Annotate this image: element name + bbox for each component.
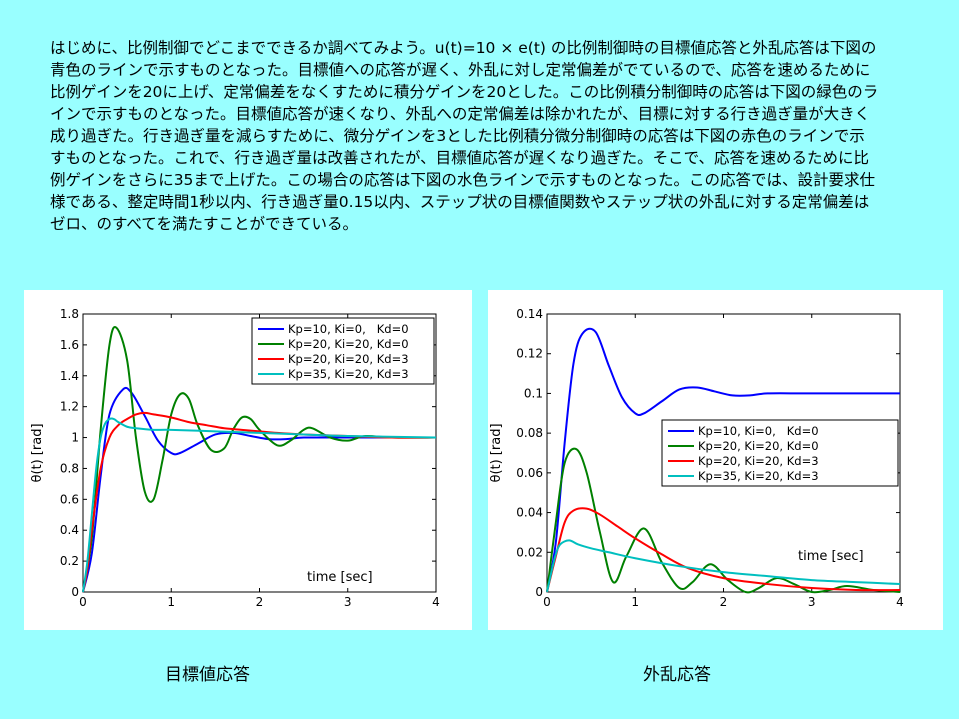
y-tick-label: 1.4 [60, 369, 79, 383]
x-tick-label: 1 [167, 595, 175, 609]
x-tick-label: 4 [896, 595, 904, 609]
x-tick-label: 3 [344, 595, 352, 609]
y-tick-label: 0.02 [516, 545, 543, 559]
series-line-2 [82, 326, 437, 593]
y-tick-label: 0.08 [516, 426, 543, 440]
x-tick-label: 2 [256, 595, 264, 609]
series-line-4 [82, 417, 437, 593]
legend-entry-2: Kp=20, Ki=20, Kd=0 [698, 439, 819, 453]
y-axis-label: θ(t) [rad] [489, 423, 504, 482]
series-line-3 [546, 507, 901, 593]
y-tick-label: 0.2 [60, 554, 79, 568]
disturbance-response-chart: 0 1 2 3 4 0 0.02 0.04 0.06 0.08 0.1 0.12 0.14 θ(t) [r… [489, 307, 904, 609]
y-tick-label: 0.14 [516, 307, 543, 321]
x-tick-label: 3 [808, 595, 816, 609]
series-line-4 [546, 539, 901, 593]
x-axis-label: time [sec] [798, 549, 864, 564]
legend-entry-4: Kp=35, Ki=20, Kd=3 [288, 367, 409, 381]
x-tick-label: 4 [432, 595, 440, 609]
series-line-1 [82, 386, 436, 593]
y-tick-label: 0.1 [524, 386, 543, 400]
x-tick-label: 2 [720, 595, 728, 609]
target-response-panel: 0 1 2 3 4 0 0.2 0.4 0.6 0.8 1 1.2 1.4 1.6 1.8 θ(t) [rad… [24, 290, 472, 630]
legend-entry-2: Kp=20, Ki=20, Kd=0 [288, 337, 409, 351]
legend-box [661, 419, 899, 487]
x-tick-label: 0 [543, 595, 551, 609]
y-tick-label: 0 [535, 585, 543, 599]
target-response-chart: 0 1 2 3 4 0 0.2 0.4 0.6 0.8 1 1.2 1.4 1.6 1.8 θ(t) [rad… [30, 307, 440, 609]
disturbance-response-caption: 外乱応答 [643, 665, 711, 685]
y-tick-label: 0.8 [60, 461, 79, 475]
y-axis-label: θ(t) [rad] [30, 423, 45, 482]
target-response-caption: 目標値応答 [165, 665, 250, 685]
y-tick-label: 1.2 [60, 400, 79, 414]
y-tick-label: 0 [71, 585, 79, 599]
y-tick-label: 0.6 [60, 492, 79, 506]
y-tick-label: 1.6 [60, 338, 79, 352]
y-tick-label: 1 [71, 431, 79, 445]
description-paragraph: はじめに、比例制御でどこまでできるか調べてみよう。u(t)=10 × e(t) … [50, 39, 879, 233]
legend-entry-3: Kp=20, Ki=20, Kd=3 [288, 352, 409, 366]
series-line-2 [546, 447, 901, 594]
legend-entry-1: Kp=10, Ki=0, Kd=0 [288, 322, 409, 336]
series-line-1 [546, 327, 900, 593]
x-axis-label: time [sec] [307, 570, 373, 585]
y-tick-label: 0.4 [60, 523, 79, 537]
disturbance-response-panel: 0 1 2 3 4 0 0.02 0.04 0.06 0.08 0.1 0.12 0.14 θ(t) [r… [488, 290, 943, 630]
legend-entry-3: Kp=20, Ki=20, Kd=3 [698, 454, 819, 468]
y-tick-label: 0.04 [516, 506, 543, 520]
legend-entry-1: Kp=10, Ki=0, Kd=0 [698, 424, 819, 438]
y-tick-label: 0.06 [516, 466, 543, 480]
x-tick-label: 1 [631, 595, 639, 609]
legend-entry-4: Kp=35, Ki=20, Kd=3 [698, 469, 819, 483]
y-tick-label: 1.8 [60, 307, 79, 321]
y-tick-label: 0.12 [516, 347, 543, 361]
x-tick-label: 0 [79, 595, 87, 609]
